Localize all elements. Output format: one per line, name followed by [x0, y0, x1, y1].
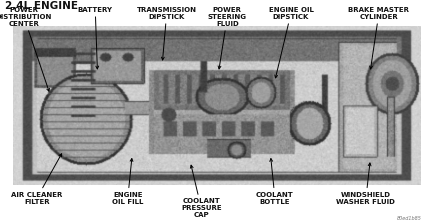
Text: COOLANT
PRESSURE
CAP: COOLANT PRESSURE CAP — [181, 165, 222, 219]
Text: 2.4L ENGINE: 2.4L ENGINE — [5, 1, 78, 11]
Text: ENGINE
OIL FILL: ENGINE OIL FILL — [112, 159, 143, 205]
Text: ENGINE OIL
DIPSTICK: ENGINE OIL DIPSTICK — [268, 7, 313, 78]
Text: TRANSMISSION
DIPSTICK: TRANSMISSION DIPSTICK — [137, 7, 197, 60]
Text: COOLANT
BOTTLE: COOLANT BOTTLE — [256, 159, 294, 205]
Text: BRAKE MASTER
CYLINDER: BRAKE MASTER CYLINDER — [349, 7, 409, 69]
Text: WINDSHIELD
WASHER FLUID: WINDSHIELD WASHER FLUID — [336, 163, 395, 205]
Text: 80ed1b85: 80ed1b85 — [397, 216, 422, 221]
Text: AIR CLEANER
FILTER: AIR CLEANER FILTER — [11, 154, 62, 205]
Text: POWER
STEERING
FLUID: POWER STEERING FLUID — [208, 7, 247, 69]
Text: BATTERY: BATTERY — [78, 7, 113, 69]
Text: POWER
DISTRIBUTION
CENTER: POWER DISTRIBUTION CENTER — [0, 7, 52, 91]
